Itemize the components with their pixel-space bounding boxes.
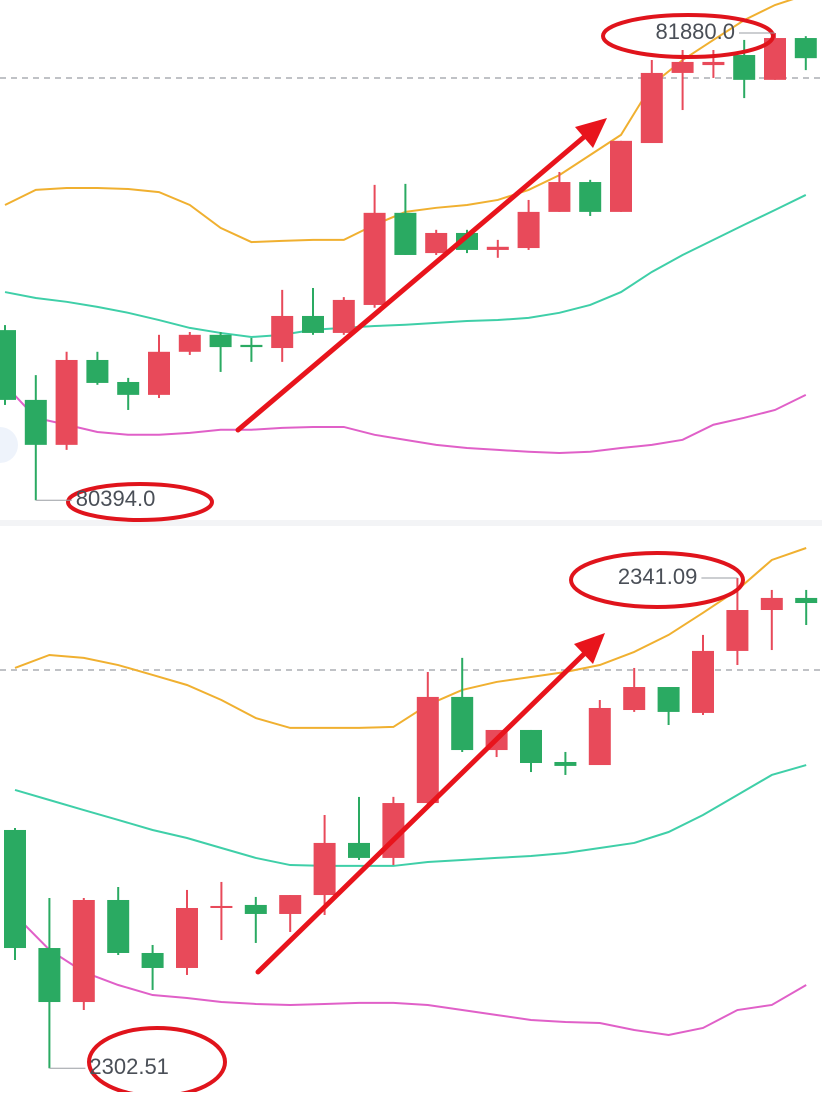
band-line (14, 914, 807, 1036)
candle-body (148, 351, 170, 395)
price-labels: 81880.0 80394.0 2341.09 2302.51 (35, 19, 775, 1079)
min-price-label: 2302.51 (89, 1054, 169, 1079)
candle-body (107, 899, 130, 953)
panel-separator (0, 520, 822, 526)
candle-body (279, 895, 302, 914)
candle-body (456, 232, 478, 250)
max-price-label: 2341.09 (618, 564, 698, 589)
candle-body (141, 952, 164, 968)
candle-body (623, 687, 646, 711)
candle-body (425, 232, 448, 254)
candle-body (610, 140, 632, 212)
candle-body (726, 610, 749, 651)
candle-body (548, 182, 571, 212)
candle-body (210, 905, 233, 908)
candle-body (176, 907, 198, 968)
candle-body (764, 38, 786, 80)
candle-body (451, 696, 474, 751)
candle-body (332, 299, 355, 333)
plot-area (0, 547, 822, 1069)
candle-body (209, 334, 232, 348)
candle-body (520, 729, 542, 764)
min-price-label: 80394.0 (76, 486, 156, 511)
candle-body (579, 182, 602, 212)
candle-body (117, 381, 140, 395)
candle-body (38, 948, 61, 1003)
arrow-head (574, 633, 605, 664)
candle-body (4, 829, 26, 949)
arrow-head (575, 118, 607, 148)
trend-arrow (235, 134, 587, 433)
candle-body (517, 211, 540, 249)
candle-body (733, 55, 756, 80)
candle-body (692, 650, 714, 713)
candle-body (588, 707, 611, 766)
annotations (66, 13, 775, 1097)
candle-body (363, 212, 386, 305)
candle-body (302, 315, 324, 333)
candle-body (416, 696, 439, 804)
band-line (4, 194, 807, 339)
candle-body (394, 212, 417, 255)
candle-body (671, 61, 694, 73)
band-line (14, 547, 807, 729)
candle-body (271, 315, 294, 349)
candle-body (702, 61, 725, 66)
candle-body (55, 359, 78, 445)
candle-body (486, 246, 509, 250)
max-price-label: 81880.0 (655, 19, 735, 44)
candle-body (72, 899, 95, 1003)
candle-body (178, 334, 201, 352)
candle-body (348, 842, 370, 858)
side-handle (0, 427, 18, 463)
highlight-ellipse (601, 13, 775, 59)
candle-body (313, 842, 336, 896)
candle-body (794, 38, 817, 59)
highlight-ellipse (66, 482, 214, 522)
candle-body (640, 72, 663, 144)
candle-body (0, 330, 16, 400)
candle-body (244, 904, 267, 914)
candle-body (86, 359, 109, 383)
plot-area (0, 0, 822, 501)
band-line (14, 764, 807, 867)
candle-body (795, 597, 818, 604)
trend-arrow (255, 651, 587, 975)
candle-body (24, 399, 47, 445)
candle-body (657, 687, 680, 712)
band-line (4, 384, 807, 455)
highlight-ellipse (569, 551, 745, 609)
candle-body (240, 344, 263, 348)
candle-body (554, 761, 577, 766)
candle-body (760, 597, 783, 611)
